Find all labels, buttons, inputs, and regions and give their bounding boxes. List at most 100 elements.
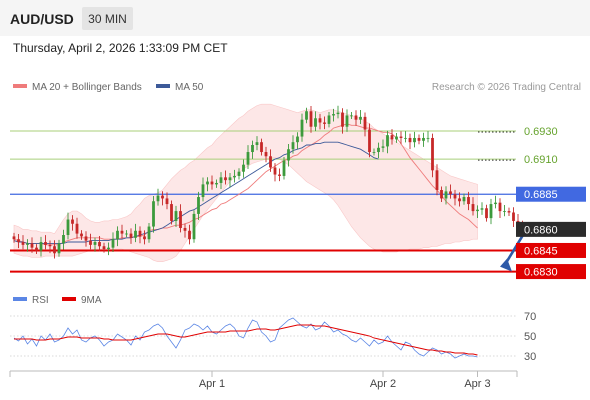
- candle-body: [408, 137, 412, 143]
- candle-body: [75, 223, 79, 234]
- candle-body: [116, 230, 119, 240]
- candle-body: [197, 197, 200, 214]
- candle-body: [390, 135, 394, 140]
- candle-body: [287, 149, 290, 161]
- datetime-label: Thursday, April 2, 2026 1:33:09 PM CET: [13, 41, 228, 55]
- candle-body: [233, 175, 236, 178]
- pivot-label: 0.6885: [524, 189, 558, 201]
- candle-body: [251, 145, 254, 153]
- candle-body: [237, 171, 241, 176]
- ma50-line: [13, 141, 379, 244]
- candle-body: [125, 233, 128, 235]
- candle-body: [399, 136, 403, 138]
- candle-body: [354, 115, 358, 120]
- bollinger-band: [13, 103, 478, 262]
- legend-rsi-swatch: [13, 297, 27, 301]
- candle-body: [255, 142, 259, 145]
- candle-body: [102, 246, 106, 250]
- candle-body: [462, 197, 466, 202]
- candle-body: [264, 152, 268, 157]
- candle-body: [507, 211, 511, 213]
- candle-body: [453, 194, 457, 199]
- candle-body: [21, 242, 25, 245]
- candle-body: [431, 137, 434, 171]
- candle-body: [98, 242, 101, 247]
- rsi-plot: 70 50 30: [10, 311, 536, 363]
- candle-body: [494, 202, 497, 205]
- candle-body: [143, 236, 146, 240]
- candle-body: [485, 208, 488, 219]
- rsi-tick-label: 30: [524, 351, 536, 363]
- timeframe-label: 30 MIN: [88, 12, 127, 26]
- current-label-bg: [516, 221, 586, 237]
- support-label-bg: [516, 242, 586, 258]
- candle-body: [30, 243, 34, 248]
- candle-body: [260, 142, 263, 153]
- candle-body: [332, 114, 335, 116]
- candle-body: [183, 227, 187, 231]
- candle-body: [179, 211, 182, 228]
- legend-rsi-label: RSI: [32, 295, 49, 306]
- candle-body: [80, 233, 83, 237]
- price-plot: 0.6930 0.6910 0.6885 0.6860 0.6845 0.6830: [10, 103, 586, 280]
- candle-body: [426, 137, 430, 139]
- candle-body: [17, 239, 20, 243]
- x-tick-label: Apr 1: [199, 378, 225, 390]
- candle-body: [273, 167, 277, 175]
- candle-body: [368, 129, 371, 153]
- candle-body: [152, 201, 155, 227]
- candle-body: [489, 204, 493, 219]
- candle-body: [62, 235, 65, 244]
- candle-body: [39, 242, 43, 251]
- legend-rsi-ma-label: 9MA: [81, 295, 102, 306]
- support-label: 0.6830: [524, 267, 558, 279]
- candle-body: [156, 195, 160, 202]
- candle-body: [345, 115, 349, 127]
- legend-ma50-label: MA 50: [175, 82, 204, 93]
- candle-body: [48, 244, 52, 247]
- candle-body: [381, 146, 385, 148]
- candle-body: [107, 247, 110, 250]
- candle-body: [341, 112, 344, 127]
- candle-body: [395, 136, 398, 140]
- resistance-label: 0.6910: [524, 154, 558, 166]
- candle-body: [386, 135, 389, 147]
- candle-body: [413, 137, 416, 143]
- candle-body: [440, 190, 443, 199]
- candle-body: [471, 204, 475, 212]
- rsi-tick-label: 50: [524, 331, 536, 343]
- candle-body: [350, 115, 353, 117]
- candle-body: [314, 118, 317, 127]
- candle-body: [246, 152, 250, 165]
- candle-body: [269, 156, 272, 168]
- candle-body: [296, 136, 299, 143]
- legend-ma50-swatch: [156, 84, 170, 88]
- candle-body: [363, 116, 367, 130]
- candle-body: [201, 184, 205, 198]
- candle-body: [372, 152, 376, 153]
- candle-body: [435, 170, 439, 190]
- candle-body: [93, 242, 97, 245]
- support-label-bg: [516, 264, 586, 280]
- candle-body: [138, 230, 142, 237]
- legend-ma20-swatch: [13, 84, 27, 88]
- candle-body: [503, 211, 506, 212]
- candle-body: [53, 246, 56, 254]
- candle-body: [35, 247, 38, 251]
- candle-body: [422, 137, 425, 141]
- candle-body: [129, 233, 133, 238]
- candle-body: [120, 230, 124, 234]
- candle-body: [210, 181, 214, 185]
- candle-body: [323, 122, 326, 124]
- timeframe-badge[interactable]: [82, 7, 133, 30]
- rsi-tick-label: 70: [524, 311, 536, 323]
- candle-body: [174, 211, 178, 221]
- candle-body: [300, 119, 304, 137]
- candle-body: [84, 236, 88, 241]
- candle-body: [476, 209, 479, 212]
- candle-body: [147, 226, 151, 240]
- candle-body: [512, 212, 515, 221]
- candle-body: [219, 177, 223, 183]
- credit-label: Research © 2026 Trading Central: [432, 82, 581, 93]
